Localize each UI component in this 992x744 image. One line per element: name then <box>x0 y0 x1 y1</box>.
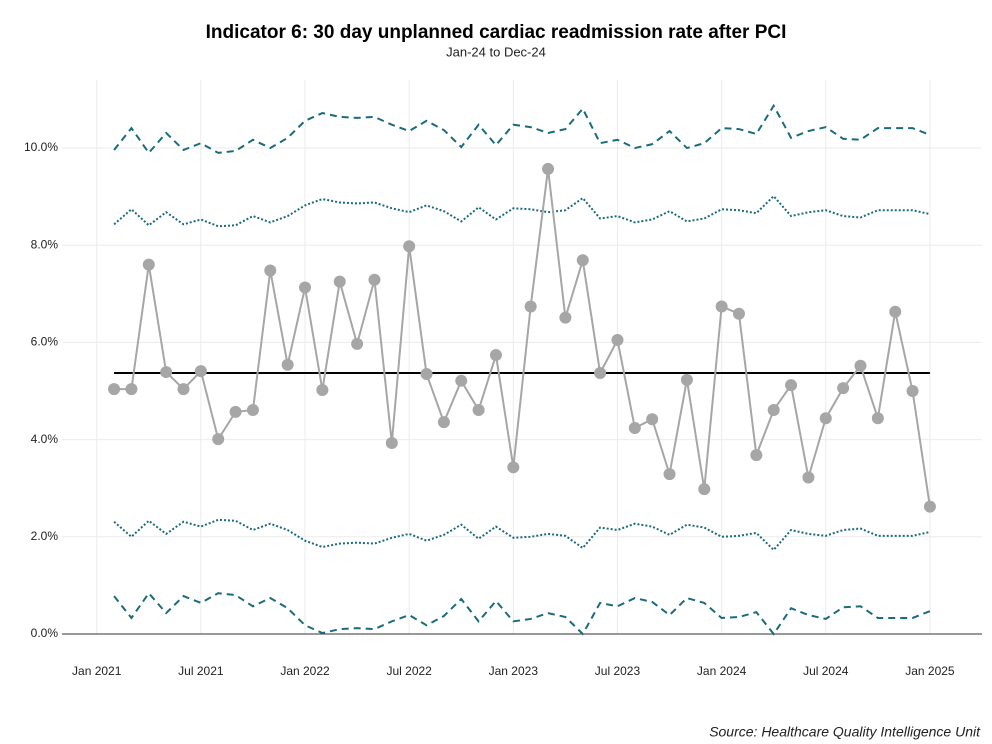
x-tick-label: Jan 2021 <box>72 664 122 678</box>
data-point <box>889 305 902 318</box>
x-tick-label: Jan 2022 <box>280 664 330 678</box>
x-tick-label: Jan 2023 <box>489 664 539 678</box>
y-tick-label: 4.0% <box>31 432 59 446</box>
data-point <box>559 311 572 324</box>
data-point <box>229 405 242 418</box>
series-line <box>113 518 931 552</box>
source-note: Source: Healthcare Quality Intelligence … <box>709 724 981 740</box>
data-point <box>489 349 502 362</box>
data-point <box>837 382 850 395</box>
data-point <box>923 500 936 513</box>
data-point <box>542 162 555 175</box>
y-tick-label: 10.0% <box>24 140 58 154</box>
y-tick-label: 0.0% <box>31 626 59 640</box>
data-point <box>802 471 815 484</box>
data-point <box>715 300 728 313</box>
data-point <box>455 374 468 387</box>
data-point <box>160 366 173 379</box>
y-tick-label: 2.0% <box>31 529 59 543</box>
data-point <box>177 383 190 396</box>
data-point <box>594 367 607 380</box>
x-tick-label: Jan 2025 <box>905 664 955 678</box>
data-point <box>871 412 884 425</box>
data-point <box>611 333 624 346</box>
data-point <box>403 240 416 253</box>
data-point <box>906 385 919 398</box>
data-point <box>767 403 780 416</box>
data-point <box>333 275 346 288</box>
data-point <box>212 433 225 446</box>
x-tick-label: Jul 2023 <box>595 664 641 678</box>
data-point <box>194 365 207 378</box>
data-point <box>281 358 294 371</box>
data-point <box>108 383 121 396</box>
data-point <box>437 416 450 429</box>
data-point <box>524 300 537 313</box>
series-line <box>113 194 931 228</box>
data-point <box>351 337 364 350</box>
data-point <box>142 258 155 271</box>
x-tick-label: Jan 2024 <box>697 664 747 678</box>
y-tick-label: 8.0% <box>31 237 59 251</box>
data-point <box>368 273 381 286</box>
data-point <box>698 483 711 496</box>
chart-subtitle: Jan-24 to Dec-24 <box>446 44 546 59</box>
data-point <box>628 421 641 434</box>
series-line <box>113 103 931 155</box>
data-point <box>750 449 763 462</box>
data-point <box>472 403 485 416</box>
data-point <box>264 264 277 277</box>
data-point <box>785 379 798 392</box>
series-line <box>114 168 931 507</box>
x-tick-label: Jul 2022 <box>386 664 432 678</box>
data-point <box>680 373 693 386</box>
data-point <box>507 461 520 474</box>
data-point <box>646 413 659 426</box>
data-point <box>663 468 676 481</box>
data-point <box>576 254 589 267</box>
data-point <box>819 412 832 425</box>
chart-title: Indicator 6: 30 day unplanned cardiac re… <box>206 22 787 43</box>
series-line <box>113 591 931 636</box>
x-tick-label: Jul 2021 <box>178 664 224 678</box>
x-tick-label: Jul 2024 <box>803 664 849 678</box>
data-point <box>316 384 329 397</box>
data-point <box>420 368 433 381</box>
data-point <box>125 383 138 396</box>
data-point <box>732 307 745 320</box>
data-point <box>246 403 259 416</box>
y-tick-label: 6.0% <box>31 335 59 349</box>
data-point <box>299 281 312 294</box>
data-point <box>385 437 398 450</box>
data-point <box>854 359 867 372</box>
